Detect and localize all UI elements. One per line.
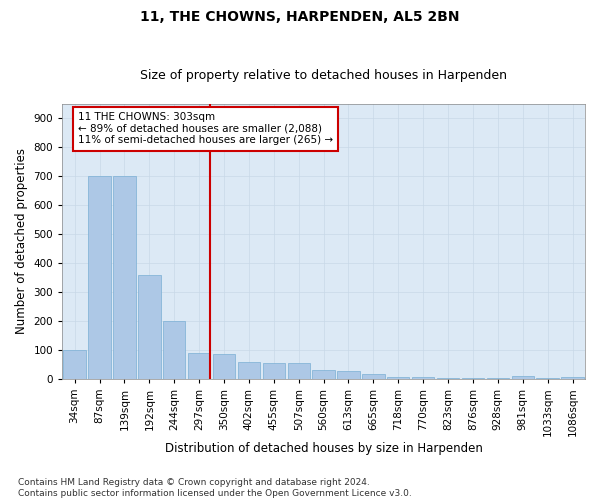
Bar <box>163 321 185 379</box>
Bar <box>536 378 559 379</box>
Bar <box>88 176 111 379</box>
Bar <box>487 378 509 379</box>
Text: 11 THE CHOWNS: 303sqm
← 89% of detached houses are smaller (2,088)
11% of semi-d: 11 THE CHOWNS: 303sqm ← 89% of detached … <box>78 112 333 146</box>
Y-axis label: Number of detached properties: Number of detached properties <box>15 148 28 334</box>
Title: Size of property relative to detached houses in Harpenden: Size of property relative to detached ho… <box>140 69 507 82</box>
Text: 11, THE CHOWNS, HARPENDEN, AL5 2BN: 11, THE CHOWNS, HARPENDEN, AL5 2BN <box>140 10 460 24</box>
Bar <box>562 378 584 379</box>
Bar <box>362 374 385 379</box>
Bar <box>64 350 86 379</box>
Bar <box>387 378 409 379</box>
Text: Contains HM Land Registry data © Crown copyright and database right 2024.
Contai: Contains HM Land Registry data © Crown c… <box>18 478 412 498</box>
Bar <box>412 378 434 379</box>
Bar <box>188 353 211 379</box>
Bar <box>462 378 484 379</box>
Bar <box>213 354 235 379</box>
Bar <box>512 376 534 379</box>
Bar <box>238 362 260 379</box>
Bar <box>113 176 136 379</box>
Bar <box>437 378 459 379</box>
Bar <box>337 370 360 379</box>
Bar <box>138 274 161 379</box>
X-axis label: Distribution of detached houses by size in Harpenden: Distribution of detached houses by size … <box>164 442 482 455</box>
Bar <box>287 363 310 379</box>
Bar <box>313 370 335 379</box>
Bar <box>263 363 285 379</box>
